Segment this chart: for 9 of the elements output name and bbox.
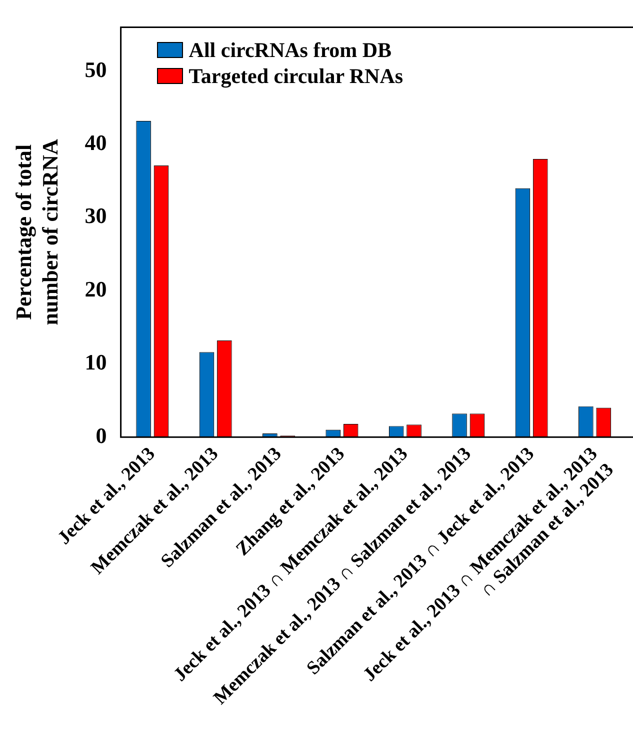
legend-label: All circRNAs from DB: [188, 37, 392, 64]
y-tick-label: 50: [84, 56, 107, 82]
y-tick-label: 10: [84, 350, 107, 375]
y-axis-title: Percentage of total number of circRNA: [10, 138, 62, 326]
y-tick-label: 40: [84, 130, 107, 155]
y-tick-label: 0: [96, 422, 107, 448]
legend-label: Targeted circular RNAs: [188, 63, 404, 90]
y-tick-label: 30: [84, 203, 107, 228]
y-tick-label: 20: [84, 276, 107, 302]
